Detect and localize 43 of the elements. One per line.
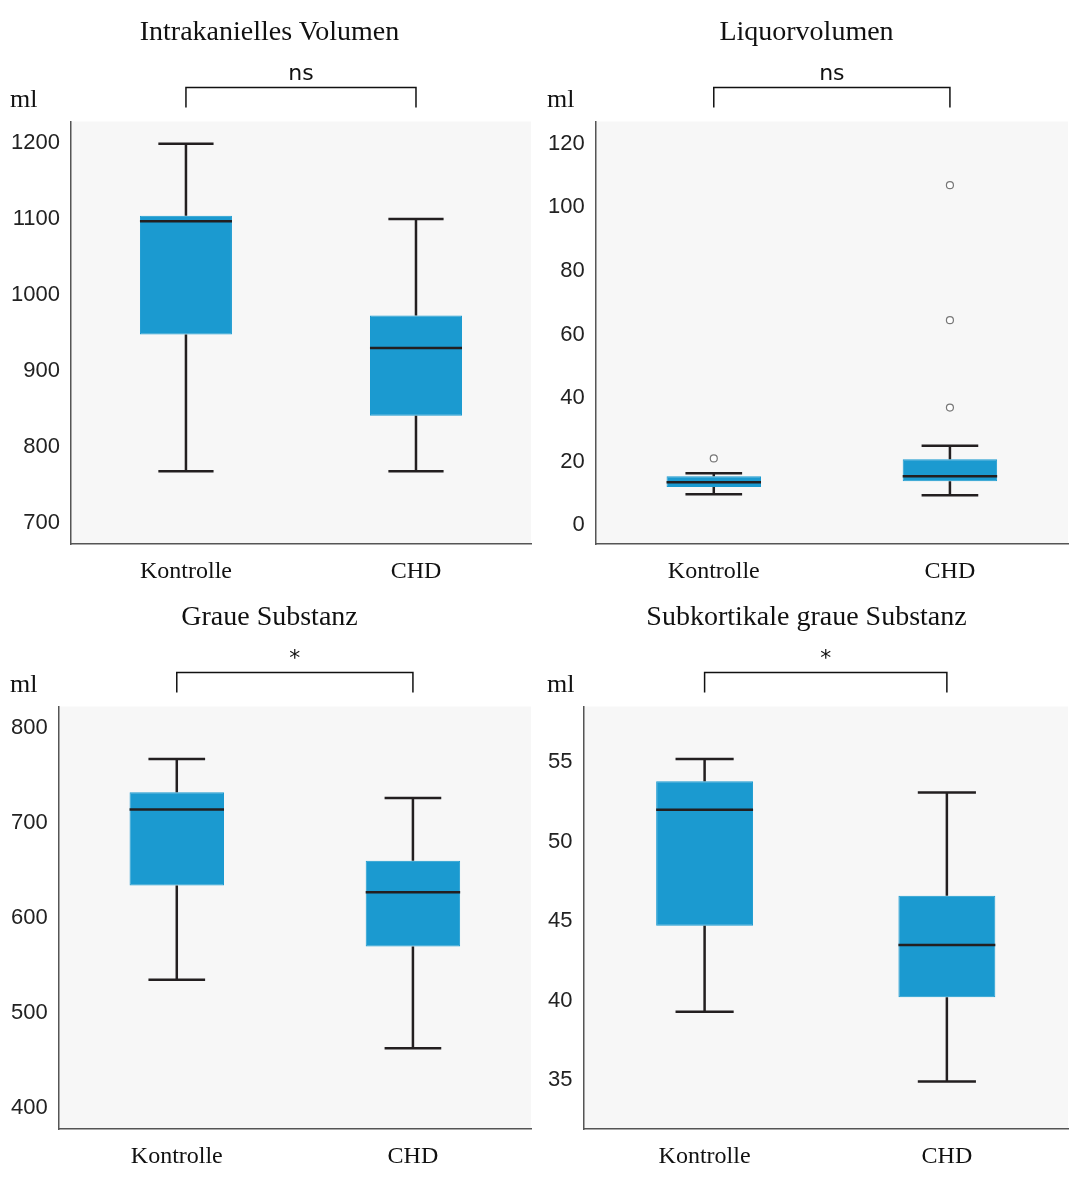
x-tick-label: Kontrolle [667,556,760,583]
y-axis-title: ml [547,669,575,699]
y-tick-label: 1200 [10,128,60,154]
y-tick-label: 1100 [12,204,60,230]
y-tick-label: 100 [547,193,585,219]
text: * [820,645,832,671]
chart-title: Liquorvolumen [719,15,894,47]
y-tick-label: 35 [547,1066,573,1092]
y-tick-label: 600 [10,903,48,929]
y-tick-label: 900 [23,356,60,382]
y-tick-label: 40 [547,986,573,1012]
x-tick-label: CHD [390,556,442,583]
y-tick-label: 50 [547,827,573,853]
chart-title: Graue Substanz [181,600,358,632]
y-tick-label: 0 [572,511,585,537]
x-tick-label: CHD [924,556,976,583]
y-tick-label: 120 [547,129,585,155]
y-tick-label: 800 [10,713,48,739]
y-tick-label: 1000 [10,280,60,306]
y-tick-label: 800 [23,432,60,458]
x-tick-label: Kontrolle [658,1141,751,1168]
y-tick-label: 20 [560,447,585,473]
y-axis-title: ml [547,84,575,114]
y-tick-label: 700 [23,508,60,534]
y-tick-label: 80 [560,257,585,282]
y-tick-label: 400 [10,1094,48,1120]
text: * [289,645,301,671]
y-tick-label: 40 [560,384,585,410]
x-tick-label: CHD [387,1141,439,1168]
x-tick-label: CHD [921,1141,973,1168]
y-tick-label: 55 [547,748,573,774]
y-axis-title: ml [10,669,38,699]
y-axis-title: ml [10,84,38,114]
y-tick-label: 500 [10,999,48,1025]
x-tick-label: Kontrolle [139,556,232,583]
y-tick-label: 45 [547,907,573,933]
x-tick-label: Kontrolle [130,1141,223,1168]
y-tick-label: 700 [10,808,48,834]
chart-title: Intrakanielles Volumen [139,15,400,47]
text: ns [819,60,845,86]
y-tick-label: 60 [560,320,585,346]
text: ns [288,60,314,86]
chart-title: Subkortikale graue Substanz [646,600,967,632]
